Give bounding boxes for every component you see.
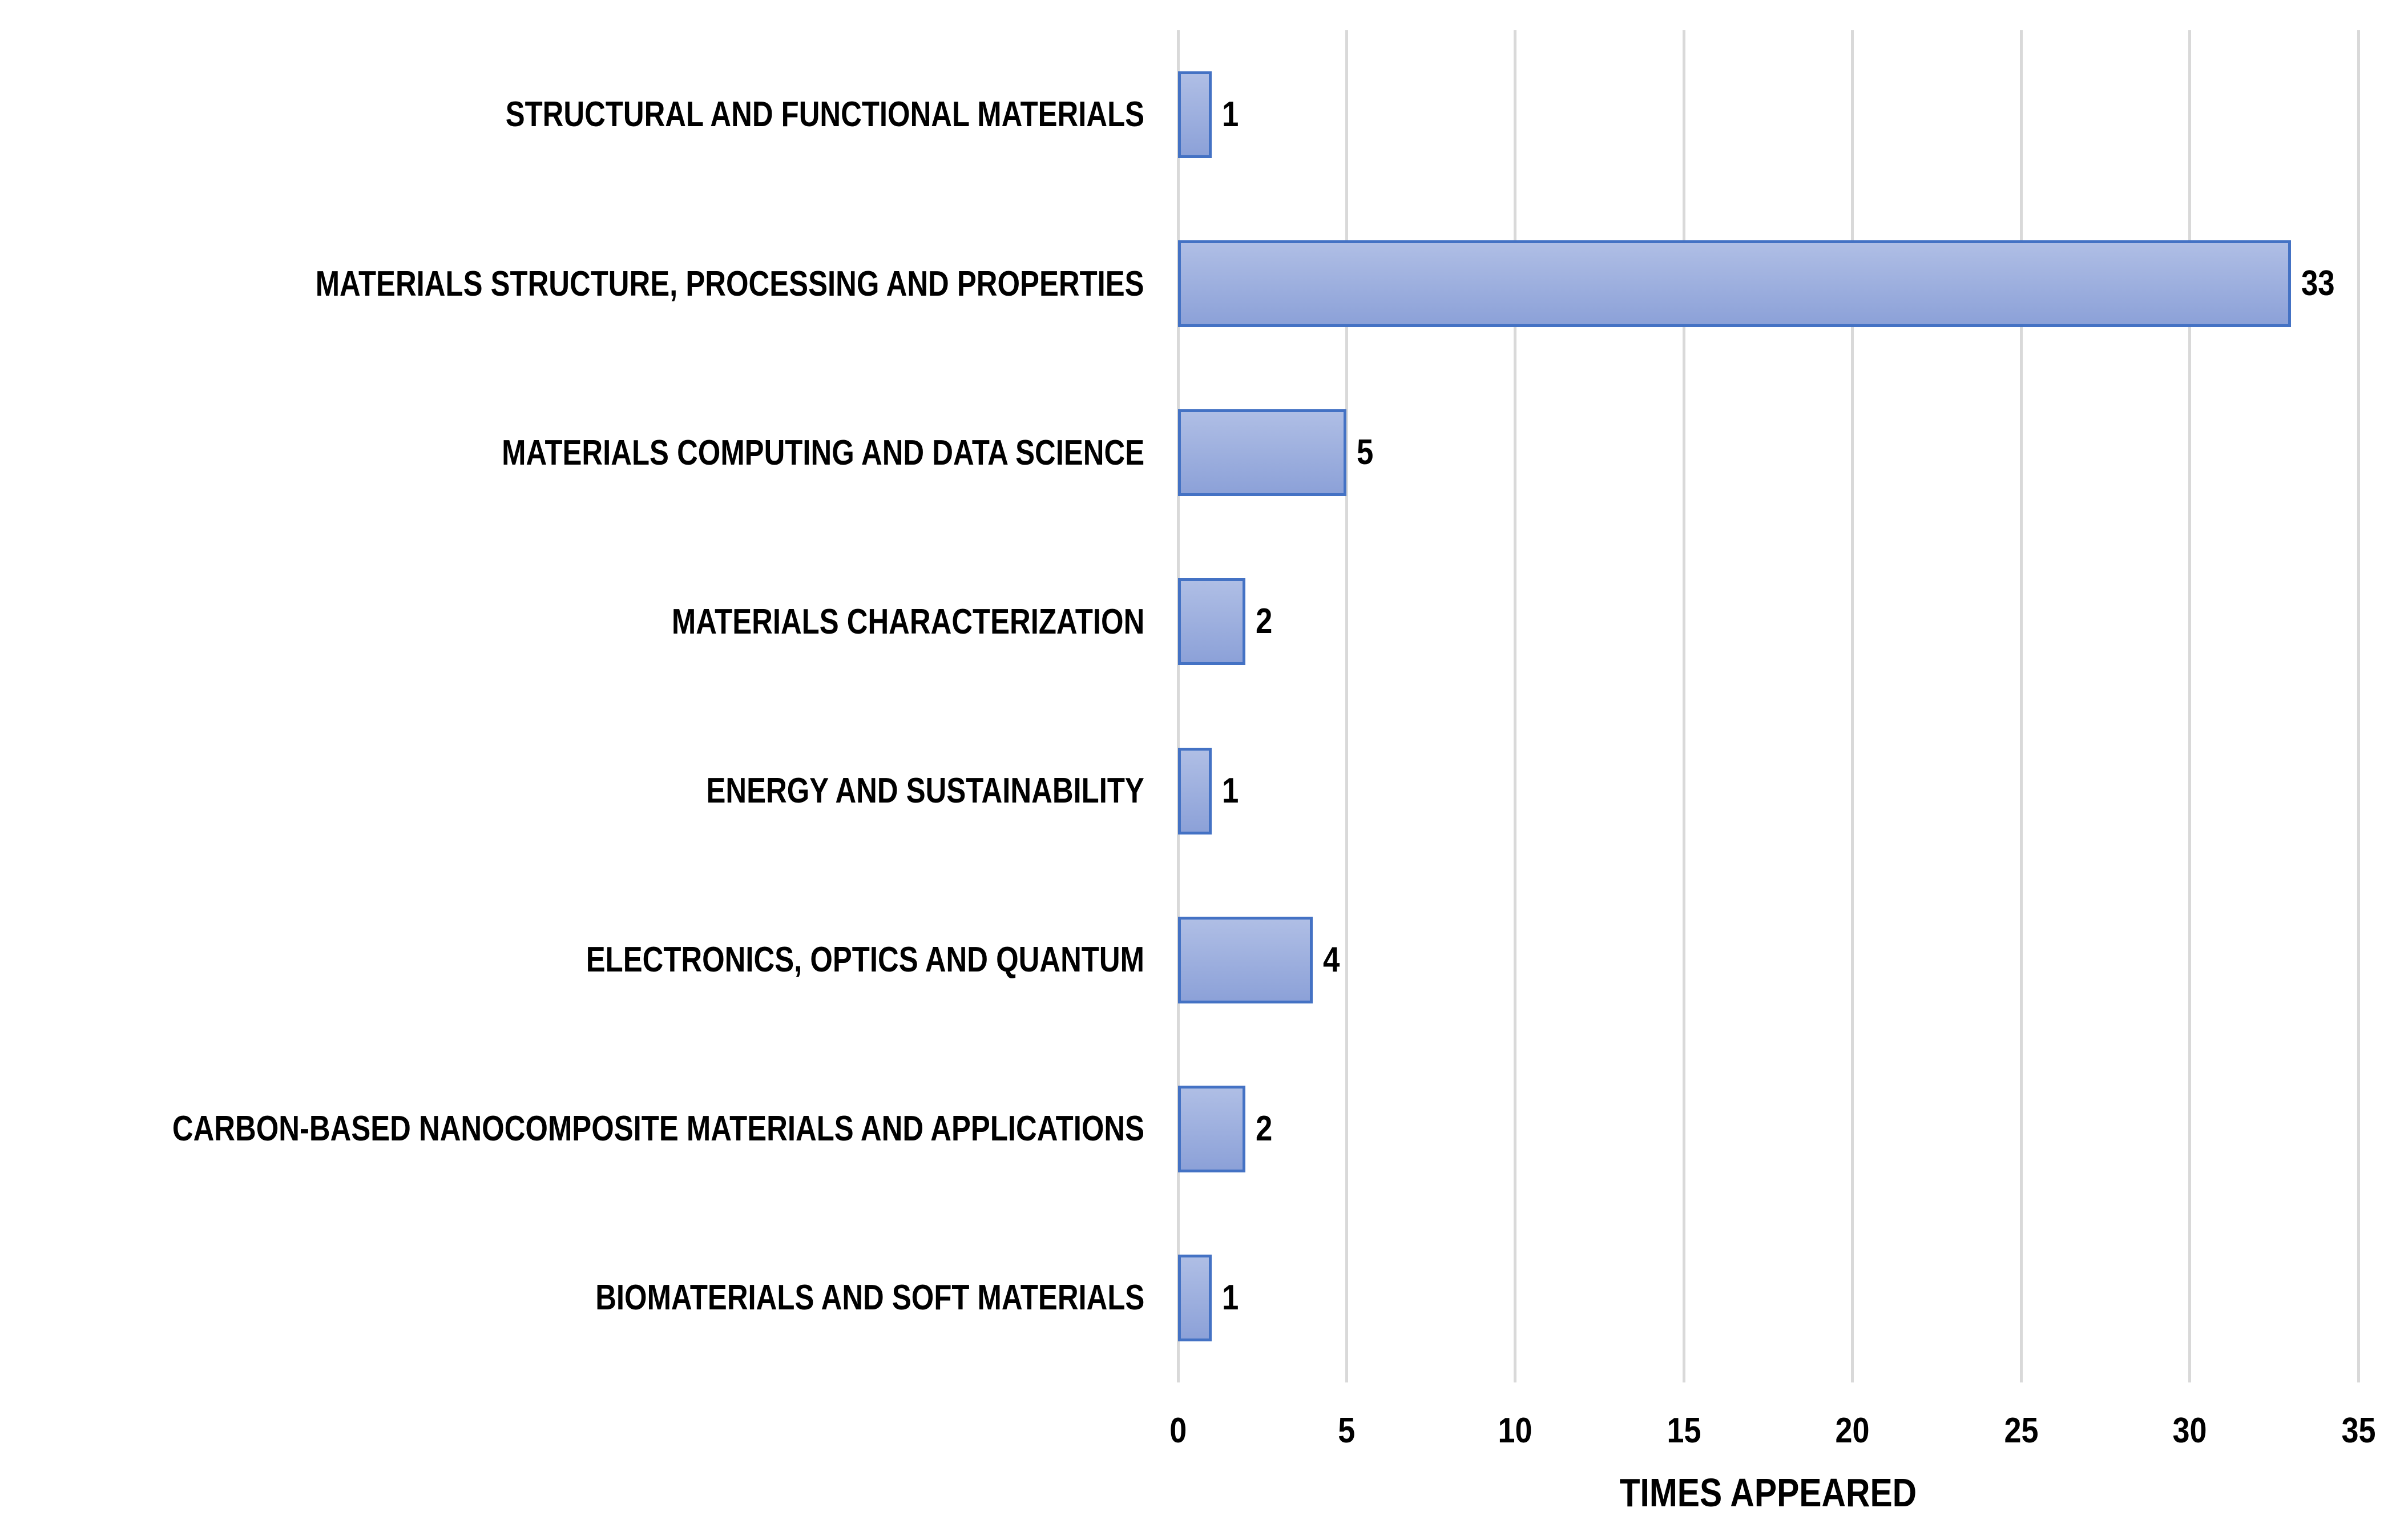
- x-tick-label: 0: [1110, 1405, 1247, 1457]
- bar: [1178, 240, 2291, 328]
- x-tick-label: 5: [1278, 1405, 1415, 1457]
- bar: [1178, 578, 1246, 666]
- x-tick-label-text: 0: [1169, 1411, 1187, 1450]
- gridline: [2357, 30, 2360, 1382]
- x-tick-label-text: 35: [2341, 1411, 2376, 1450]
- gridline: [1682, 30, 1685, 1382]
- category-label-text: STRUCTURAL AND FUNCTIONAL MATERIALS: [505, 95, 1144, 135]
- x-tick-label-text: 25: [2004, 1411, 2039, 1450]
- x-tick-label: 20: [1784, 1405, 1921, 1457]
- value-label: 33: [2301, 240, 2341, 327]
- value-label: 4: [1323, 917, 1342, 1003]
- category-label-text: BIOMATERIALS AND SOFT MATERIALS: [595, 1278, 1144, 1318]
- category-label: MATERIALS STRUCTURE, PROCESSING AND PROP…: [0, 199, 1144, 368]
- x-axis-title-text: TIMES APPEARED: [1619, 1470, 1917, 1515]
- gridline: [2188, 30, 2192, 1382]
- x-tick-label-text: 20: [1835, 1411, 1870, 1450]
- bar: [1178, 1085, 1246, 1172]
- bar: [1178, 1254, 1212, 1341]
- category-label: ENERGY AND SUSTAINABILITY: [0, 707, 1144, 876]
- category-axis-labels: STRUCTURAL AND FUNCTIONAL MATERIALS MATER…: [0, 30, 1144, 1382]
- gridline: [1345, 30, 1348, 1382]
- bar: [1178, 916, 1313, 1003]
- category-label-text: ENERGY AND SUSTAINABILITY: [706, 771, 1144, 811]
- category-label: MATERIALS CHARACTERIZATION: [0, 537, 1144, 706]
- x-tick-label: 15: [1615, 1405, 1752, 1457]
- x-tick-label: 30: [2121, 1405, 2258, 1457]
- category-label: BIOMATERIALS AND SOFT MATERIALS: [0, 1214, 1144, 1382]
- category-label-text: MATERIALS COMPUTING AND DATA SCIENCE: [502, 433, 1144, 473]
- value-label: 1: [1222, 1255, 1241, 1341]
- x-tick-label: 35: [2290, 1405, 2400, 1457]
- x-tick-label-text: 30: [2172, 1411, 2207, 1450]
- value-label-text: 33: [2301, 264, 2335, 304]
- plot-area: 1 33 5 2 1 4 2 1: [1176, 30, 2360, 1382]
- x-axis-title: TIMES APPEARED: [1178, 1470, 2358, 1515]
- value-label: 1: [1222, 748, 1241, 834]
- category-label-text: ELECTRONICS, OPTICS AND QUANTUM: [586, 940, 1144, 980]
- value-label: 2: [1256, 578, 1275, 665]
- x-tick-label-text: 15: [1667, 1411, 1701, 1450]
- value-label-text: 1: [1222, 95, 1239, 135]
- x-tick-label-text: 5: [1338, 1411, 1356, 1450]
- category-label-text: CARBON-BASED NANOCOMPOSITE MATERIALS AND…: [172, 1109, 1144, 1149]
- gridline: [2019, 30, 2023, 1382]
- gridline: [1514, 30, 1517, 1382]
- category-label: ELECTRONICS, OPTICS AND QUANTUM: [0, 876, 1144, 1045]
- bar: [1178, 71, 1212, 159]
- value-label-text: 1: [1222, 1277, 1239, 1317]
- category-label-text: MATERIALS STRUCTURE, PROCESSING AND PROP…: [316, 264, 1144, 304]
- value-label-text: 5: [1357, 433, 1374, 473]
- x-tick-label: 10: [1447, 1405, 1584, 1457]
- category-label: CARBON-BASED NANOCOMPOSITE MATERIALS AND…: [0, 1045, 1144, 1214]
- category-label: MATERIALS COMPUTING AND DATA SCIENCE: [0, 368, 1144, 537]
- value-label-text: 2: [1256, 1108, 1273, 1148]
- value-label-text: 1: [1222, 771, 1239, 811]
- value-label: 1: [1222, 71, 1241, 158]
- value-label-text: 4: [1323, 940, 1340, 979]
- category-label-text: MATERIALS CHARACTERIZATION: [671, 602, 1144, 642]
- bar: [1178, 747, 1212, 834]
- bar: [1178, 409, 1347, 497]
- x-tick-label: 25: [1953, 1405, 2090, 1457]
- value-label: 2: [1256, 1086, 1275, 1172]
- gridline: [1176, 30, 1180, 1382]
- x-tick-label-text: 10: [1498, 1411, 1532, 1450]
- value-label: 5: [1357, 409, 1376, 496]
- value-label-text: 2: [1256, 602, 1273, 642]
- gridline: [1851, 30, 1854, 1382]
- x-axis-tick-labels: 0 5 10 15 20 25 30 35: [1169, 1405, 2375, 1457]
- category-label: STRUCTURAL AND FUNCTIONAL MATERIALS: [0, 30, 1144, 199]
